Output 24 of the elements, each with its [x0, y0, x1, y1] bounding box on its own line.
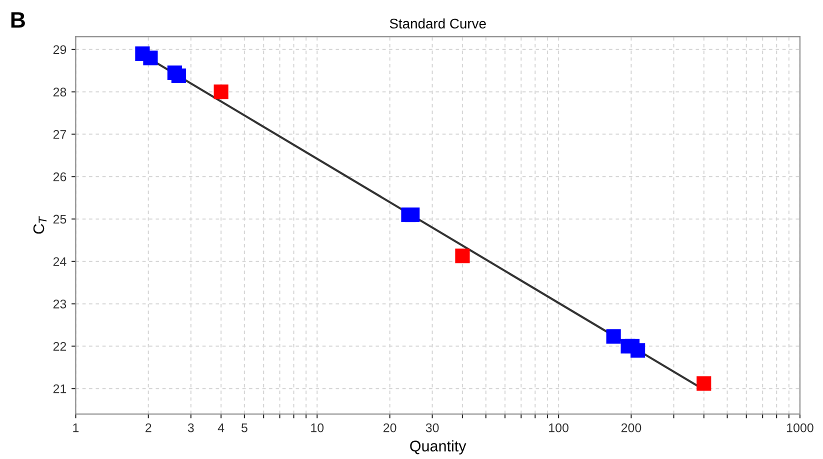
y-tick-label: 23: [53, 300, 66, 308]
y-tick-label: 28: [53, 88, 66, 96]
y-tick-label: 25: [53, 214, 66, 224]
x-tick-label: 100: [549, 423, 568, 432]
x-tick-label: 1000: [787, 423, 814, 432]
x-tick-label: 2: [146, 423, 152, 432]
x-tick-label: 30: [426, 423, 439, 432]
x-tick-label: 10: [311, 423, 324, 432]
x-tick-label: 20: [383, 423, 396, 432]
y-tick-label: 24: [53, 257, 66, 266]
y-tick-label: 21: [53, 384, 66, 394]
y-tick-label: 29: [53, 45, 66, 54]
chart-title: Standard Curve: [390, 18, 486, 29]
y-tick-label: 27: [53, 130, 66, 139]
y-tick-label: 22: [53, 342, 66, 351]
x-axis-title: Quantity: [410, 440, 466, 454]
x-tick-label: 5: [241, 424, 248, 432]
x-tick-label: 4: [218, 424, 224, 432]
y-axis-title: C$_{T}$: [33, 216, 47, 234]
text: B: [11, 12, 25, 28]
x-tick-label: 3: [188, 423, 194, 432]
x-tick-label: 1: [73, 424, 79, 432]
x-tick-label: 200: [621, 423, 642, 432]
y-tick-label: 26: [53, 172, 66, 182]
